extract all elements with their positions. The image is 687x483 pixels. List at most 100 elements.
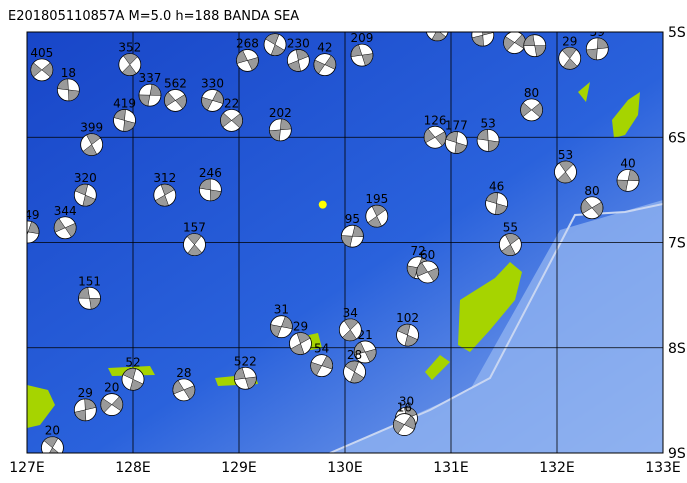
depth-label: 195 [365,192,388,206]
beachball-quadrant [353,341,377,363]
beachball-quadrant [57,78,80,102]
beachball [73,183,97,207]
beachball [220,109,243,132]
depth-label: 80 [584,184,599,198]
depth-label: 352 [118,41,141,55]
depth-label: 29 [562,34,577,48]
depth-label: 40 [620,156,635,170]
depth-label: 151 [78,274,101,288]
beachball [396,323,419,347]
beachball-quadrant [586,37,609,61]
beachball-quadrant [82,133,101,156]
beachball [310,354,334,378]
beachball-quadrant [367,204,387,228]
depth-label: 53 [558,148,573,162]
epicenter [318,200,327,209]
lat-label: 6S [668,130,686,146]
beachball [554,160,577,184]
beachball [423,125,447,149]
beachball [520,98,543,122]
depth-label: 209 [351,31,374,45]
depth-label: 562 [164,76,187,90]
beachball-quadrant [350,44,374,66]
beachball-quadrant [186,233,203,256]
beachball [233,366,257,390]
beachball-quadrant [342,318,359,342]
beachball-quadrant [53,218,77,238]
beachball-quadrant [341,225,364,248]
depth-label: 69 [430,6,445,20]
beachball-quadrant [30,62,54,78]
beachball-quadrant [397,323,418,347]
depth-label: 230 [287,36,310,50]
depth-label: 30 [399,394,414,408]
beachball [343,360,366,384]
depth-label: 522 [234,354,257,368]
depth-label: 22 [224,96,239,110]
beachball [78,286,101,310]
depth-label: 330 [201,76,224,90]
beachball-quadrant [310,355,333,376]
beachball [585,37,609,61]
beachball [498,233,522,257]
beachball [56,78,80,102]
beachball [30,58,54,82]
beachball-quadrant [199,178,222,202]
depth-label: 54 [507,19,522,33]
beachball-quadrant [290,332,311,355]
beachball-quadrant [523,34,546,57]
beachball [313,53,337,77]
beachball-quadrant [287,49,309,72]
beachball-quadrant [520,102,543,118]
depth-label: 202 [269,106,292,120]
beachball [558,46,582,70]
depth-label: 52 [125,355,140,369]
map-frame [26,31,664,454]
beachball [616,169,640,192]
beachball-quadrant [270,316,293,338]
lat-label: 9S [668,446,686,462]
beachball-quadrant [122,368,144,391]
lon-label: 130E [327,460,363,476]
beachball [73,398,97,422]
beachball [268,118,292,142]
map-area: 405 18 352 337 562 419 399 449 344 320 312 330 268 22… [17,6,663,453]
island [458,262,522,352]
beachball-quadrant [201,90,224,111]
depth-label: 95 [345,212,360,226]
beachball [100,393,124,416]
depth-label: 337 [139,71,162,85]
lat-label: 5S [668,25,686,41]
lon-label: 128E [115,460,151,476]
depth-label: 126 [424,113,447,127]
depth-label: 177 [445,119,468,133]
beachball [53,216,77,240]
beachball-quadrant [27,221,40,236]
depth-label: 29 [78,386,93,400]
beachball-quadrant [100,396,123,413]
lat-label: 8S [668,341,686,357]
beachball [113,109,136,132]
beachball [503,32,526,54]
depth-label: 246 [199,166,222,180]
depth-label: 405 [30,46,53,60]
beachball [269,315,293,339]
beachball-quadrant [164,91,187,109]
beachball-quadrant [485,192,508,215]
depth-label: 46 [489,180,504,194]
depth-label: 312 [153,171,176,185]
island [425,355,450,380]
beachball-quadrant [138,84,162,107]
shelf [330,200,663,453]
beachball-quadrant [113,109,136,132]
lon-label: 127E [9,460,45,476]
depth-label: 449 [17,208,40,222]
beachball-quadrant [269,118,292,142]
depth-label: 29 [293,320,308,334]
depth-label: 320 [74,171,97,185]
beachball [201,89,224,112]
beachball [198,178,222,202]
beachball [163,89,187,112]
depth-label: 419 [113,96,136,110]
